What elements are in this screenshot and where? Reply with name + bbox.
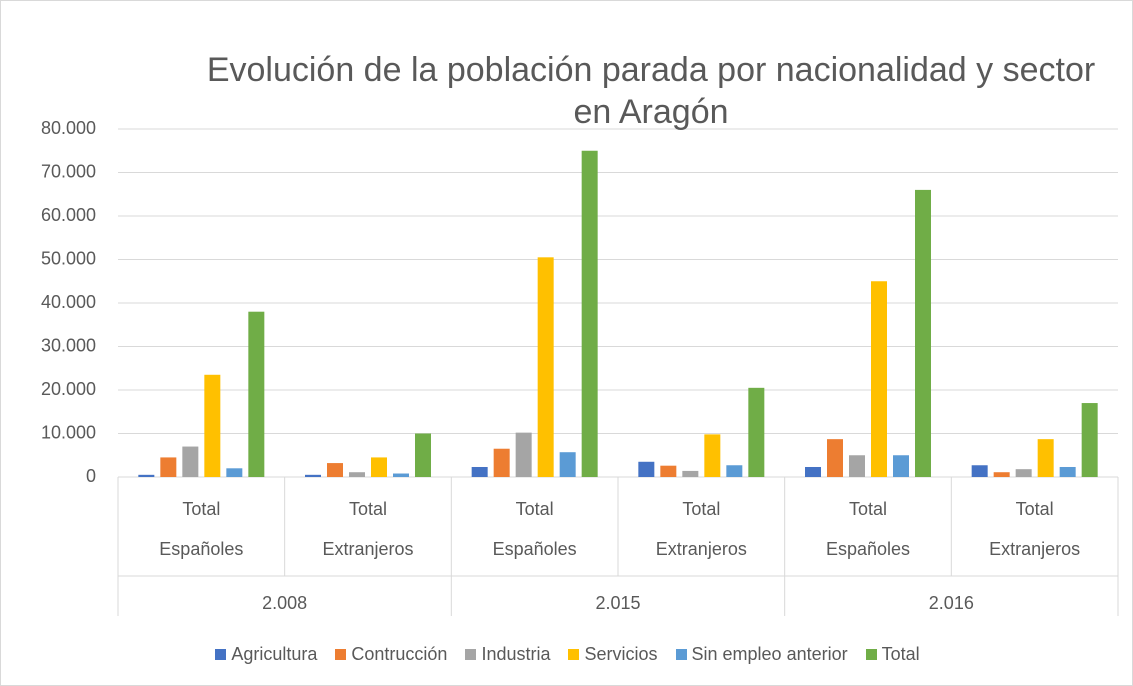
bar [493, 448, 510, 477]
bar [471, 466, 488, 477]
bar [726, 465, 743, 477]
bar [415, 433, 431, 477]
bar [682, 470, 699, 477]
legend-item: Total [865, 644, 920, 665]
bar [660, 465, 677, 477]
group-label: 2.016 [928, 593, 974, 613]
bar [893, 455, 909, 477]
legend-label: Agricultura [231, 644, 318, 664]
legend-swatch [465, 649, 477, 660]
legend-item: Agricultura [215, 644, 317, 665]
chart-title: Evolución de la población parada por nac… [206, 51, 1096, 131]
bar [704, 434, 721, 477]
bar [226, 468, 243, 477]
bar [248, 311, 265, 477]
legend-label: Total [881, 644, 920, 664]
y-tick-label: 60.000 [41, 205, 96, 225]
bar [971, 465, 988, 477]
y-tick-label: 80.000 [41, 118, 96, 138]
y-tick-label: 10.000 [41, 422, 96, 442]
y-tick-label: 50.000 [41, 248, 96, 268]
bar [827, 439, 843, 477]
bar [993, 472, 1010, 477]
bar [1059, 466, 1076, 477]
bar [182, 446, 199, 477]
bar [327, 463, 343, 477]
bar [1015, 469, 1032, 477]
bar [160, 457, 177, 477]
x-tick-label: Total Españoles [492, 499, 577, 559]
bar [1081, 403, 1098, 477]
legend-label: Servicios [584, 644, 658, 664]
bar [581, 150, 598, 477]
legend-item: Servicios [568, 644, 658, 665]
x-tick-label: Total Españoles [159, 499, 244, 559]
bar [1037, 439, 1054, 477]
legend-swatch [335, 649, 347, 660]
x-tick-label: Total Extranjeros [989, 499, 1081, 559]
bar [849, 455, 865, 477]
bar [305, 474, 321, 477]
y-tick-label: 40.000 [41, 292, 96, 312]
legend-label: Industria [481, 644, 551, 664]
x-tick-label: Total Extranjeros [655, 499, 747, 559]
bar [638, 461, 655, 477]
bar [537, 257, 554, 477]
legend-item: Sin empleo anterior [675, 644, 848, 665]
legend-swatch [215, 649, 227, 660]
x-tick-label: Total Extranjeros [322, 499, 414, 559]
bar [393, 473, 409, 477]
y-tick-label: 0 [86, 466, 96, 486]
y-tick-label: 30.000 [41, 335, 96, 355]
x-tick-label: Total Españoles [825, 499, 911, 559]
bar [559, 452, 576, 477]
legend: Agricultura Contrucción Industria Servicios… [1, 644, 1133, 665]
bar [748, 387, 765, 477]
group-label: 2.015 [595, 593, 641, 613]
legend-item: Contrucción [335, 644, 447, 665]
legend-label: Sin empleo anterior [691, 644, 848, 664]
bar [371, 457, 387, 477]
legend-swatch [675, 649, 687, 660]
bar [805, 466, 821, 477]
y-tick-label: 20.000 [41, 379, 96, 399]
bar [349, 472, 365, 477]
bar [204, 374, 221, 477]
bar [915, 189, 931, 477]
legend-label: Contrucción [351, 644, 448, 664]
group-label: 2.008 [262, 593, 308, 613]
bar [515, 432, 532, 477]
y-tick-label: 70.000 [41, 161, 96, 181]
bar [871, 281, 887, 477]
legend-swatch [865, 649, 877, 660]
legend-item: Industria [465, 644, 550, 665]
bar [138, 474, 155, 477]
legend-swatch [568, 649, 580, 660]
